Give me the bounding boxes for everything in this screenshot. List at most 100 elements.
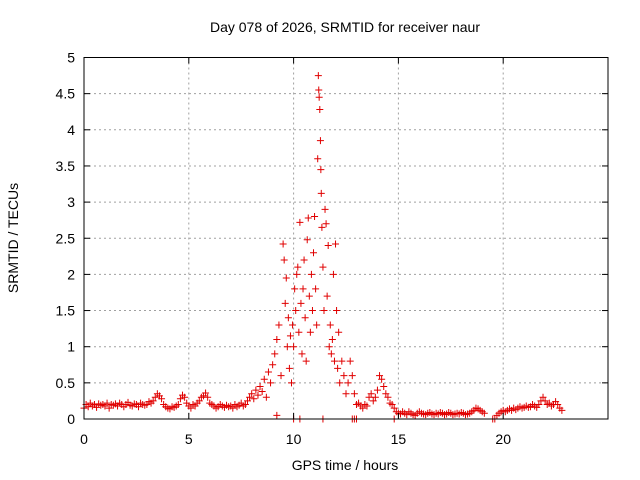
x-tick-label: 0 bbox=[80, 431, 88, 447]
y-tick-labels: 0 0.5 1 1.5 2 2.5 3 3.5 4 4.5 5 bbox=[56, 50, 76, 428]
y-tick-label: 1.5 bbox=[56, 303, 76, 319]
data-point bbox=[260, 375, 268, 383]
data-point bbox=[248, 390, 256, 398]
y-tick-label: 3 bbox=[67, 194, 75, 210]
data-point bbox=[338, 357, 346, 365]
data-point bbox=[317, 189, 325, 197]
y-tick-label: 3.5 bbox=[56, 158, 76, 174]
data-point bbox=[151, 393, 159, 401]
data-point bbox=[326, 321, 334, 329]
data-point bbox=[254, 391, 262, 399]
data-point bbox=[256, 382, 264, 390]
data-point bbox=[346, 357, 354, 365]
data-point bbox=[229, 404, 237, 412]
data-point bbox=[285, 364, 293, 372]
data-point bbox=[365, 393, 373, 401]
data-point bbox=[158, 395, 166, 403]
data-point bbox=[258, 388, 266, 396]
data-point bbox=[313, 321, 321, 329]
data-point bbox=[319, 263, 327, 271]
data-point bbox=[281, 299, 289, 307]
data-point bbox=[273, 411, 281, 419]
data-point bbox=[316, 137, 324, 145]
data-point bbox=[344, 379, 352, 387]
data-point bbox=[93, 403, 101, 411]
y-tick-label: 1 bbox=[67, 339, 75, 355]
data-point bbox=[325, 343, 333, 351]
data-points bbox=[80, 72, 566, 423]
data-point bbox=[134, 403, 142, 411]
data-point bbox=[306, 328, 314, 336]
data-point bbox=[246, 393, 254, 401]
chart-title: Day 078 of 2026, SRMTID for receiver nau… bbox=[210, 19, 480, 35]
data-point bbox=[330, 357, 338, 365]
data-point bbox=[284, 314, 292, 322]
data-point bbox=[310, 249, 318, 257]
data-point bbox=[335, 328, 343, 336]
data-point bbox=[318, 223, 326, 231]
data-point bbox=[279, 240, 287, 248]
data-point bbox=[243, 397, 251, 405]
axis-ticks bbox=[83, 57, 608, 420]
data-point bbox=[187, 404, 195, 412]
data-point bbox=[298, 350, 306, 358]
data-point bbox=[297, 299, 305, 307]
data-point bbox=[269, 361, 277, 369]
data-point bbox=[103, 399, 111, 407]
data-point bbox=[241, 401, 249, 409]
x-tick-label: 15 bbox=[391, 431, 407, 447]
data-point bbox=[289, 321, 297, 329]
data-point bbox=[390, 404, 398, 412]
data-point bbox=[363, 402, 371, 410]
data-point bbox=[282, 274, 290, 282]
data-point bbox=[323, 292, 331, 300]
data-point bbox=[380, 382, 388, 390]
data-point bbox=[262, 393, 270, 401]
data-point bbox=[312, 285, 320, 293]
data-point bbox=[322, 220, 330, 228]
x-tick-labels: 0 5 10 15 20 bbox=[80, 431, 511, 447]
data-point bbox=[311, 213, 319, 221]
data-point bbox=[195, 397, 203, 405]
data-point bbox=[275, 321, 283, 329]
data-point bbox=[181, 393, 189, 401]
data-point bbox=[308, 307, 316, 315]
data-point bbox=[329, 270, 337, 278]
y-tick-label: 5 bbox=[67, 50, 75, 66]
data-point bbox=[369, 397, 377, 405]
data-point bbox=[176, 395, 184, 403]
data-point bbox=[332, 240, 340, 248]
data-point bbox=[292, 307, 300, 315]
data-point bbox=[333, 307, 341, 315]
y-axis-label: SRMTID / TECUs bbox=[5, 183, 21, 293]
data-point bbox=[315, 86, 323, 94]
data-point bbox=[252, 386, 260, 394]
data-point bbox=[324, 241, 332, 249]
data-point bbox=[294, 263, 302, 271]
data-point bbox=[286, 332, 294, 340]
data-point bbox=[367, 390, 375, 398]
data-point bbox=[305, 292, 313, 300]
data-point bbox=[376, 372, 384, 380]
x-tick-label: 5 bbox=[185, 431, 193, 447]
data-point bbox=[342, 390, 350, 398]
data-point bbox=[295, 328, 303, 336]
data-point bbox=[293, 270, 301, 278]
data-point bbox=[84, 403, 92, 411]
y-tick-label: 4 bbox=[67, 122, 75, 138]
data-point bbox=[307, 270, 315, 278]
data-point bbox=[371, 393, 379, 401]
data-point bbox=[321, 205, 329, 213]
data-point bbox=[334, 364, 342, 372]
data-point bbox=[554, 401, 562, 409]
data-point bbox=[300, 256, 308, 264]
y-tick-label: 4.5 bbox=[56, 86, 76, 102]
data-point bbox=[202, 389, 210, 397]
y-tick-label: 0.5 bbox=[56, 375, 76, 391]
data-point bbox=[314, 155, 322, 163]
grid-lines bbox=[84, 57, 608, 419]
data-point bbox=[314, 72, 322, 80]
data-point bbox=[273, 335, 281, 343]
data-point bbox=[288, 379, 296, 387]
